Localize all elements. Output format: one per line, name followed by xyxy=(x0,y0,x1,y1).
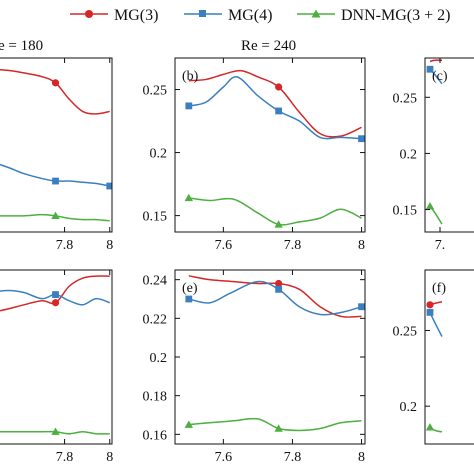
series-line-mg-3 xyxy=(0,69,110,115)
data-point-mg-3 xyxy=(51,79,60,87)
data-point-mg-4 xyxy=(185,102,193,110)
y-tick-label: 0.2 xyxy=(400,400,418,415)
panel-label: (b) xyxy=(182,69,199,84)
y-tick-label: 0.15 xyxy=(143,210,168,225)
panel-a: 7.8 8 xyxy=(0,57,113,253)
y-tick-label: 0.22 xyxy=(143,312,168,327)
column-title-1: e = 180 xyxy=(0,38,43,54)
data-point-mg-4 xyxy=(52,291,59,298)
series-line-dnn-mg-3-2 xyxy=(188,197,362,226)
data-point-dnn-mg-3-2 xyxy=(51,211,60,220)
data-point-mg-3 xyxy=(426,301,434,309)
data-point-mg-4 xyxy=(358,303,365,311)
plot-area xyxy=(184,69,365,228)
axes-frame xyxy=(0,57,113,233)
data-point-dnn-mg-3-2 xyxy=(184,420,194,428)
axes-frame xyxy=(174,269,366,445)
data-point-mg-3 xyxy=(275,83,283,91)
series-line-mg-4 xyxy=(188,76,362,140)
panel-e: 7.6 7.8 8 0.24 0.22 0.2 0.18 0.16 (e) xyxy=(143,269,366,465)
legend-entry-mg3: MG(3) xyxy=(70,7,158,24)
y-tick-label: 0.25 xyxy=(393,91,418,106)
series-line-mg-3 xyxy=(188,275,362,318)
data-point-mg-3 xyxy=(275,279,283,288)
panels: 7.8 8 7.6 7.8 80.250.20.15(b)7.0.250.20.15(c… xyxy=(0,57,474,465)
y-tick-label: 0.18 xyxy=(143,390,168,405)
panel-label: (e) xyxy=(182,281,198,296)
data-point-mg-4 xyxy=(358,135,365,143)
data-point-dnn-mg-3-2 xyxy=(184,193,194,202)
panel-label: (f) xyxy=(432,281,446,296)
data-point-dnn-mg-3-2 xyxy=(425,201,435,210)
axes-frame xyxy=(424,57,474,233)
legend-entry-dnn-mg: DNN-MG(3 + 2) xyxy=(297,7,450,24)
plot-area xyxy=(0,69,112,222)
data-point-mg-4 xyxy=(275,285,283,293)
series-line-mg-4 xyxy=(429,312,443,337)
y-tick-label: 0.24 xyxy=(143,274,168,289)
data-point-dnn-mg-3-2 xyxy=(425,423,435,431)
y-tick-label: 0.2 xyxy=(400,147,418,162)
plot-area xyxy=(0,275,110,435)
data-point-dnn-mg-3-2 xyxy=(274,220,283,228)
plot-area xyxy=(425,59,443,225)
y-tick-label: 0.16 xyxy=(143,428,168,443)
x-tick-label: 8 xyxy=(106,450,113,465)
x-tick-label: 7. xyxy=(435,238,446,253)
panel-c: 7. 0.25 0.2 0.15 (c) xyxy=(393,57,474,253)
x-tick-label: 7.8 xyxy=(56,238,74,253)
panel-d: 7.8 8 xyxy=(0,269,113,465)
data-point-dnn-mg-3-2 xyxy=(274,424,283,432)
x-tick-label: 7.6 xyxy=(215,238,233,253)
series-line-mg-3 xyxy=(188,69,362,138)
plot-area xyxy=(184,275,365,432)
x-tick-label: 7.8 xyxy=(284,238,302,253)
data-point-dnn-mg-3-2 xyxy=(51,427,60,435)
axes-frame xyxy=(174,57,366,233)
legend-label-dnn-mg: DNN-MG(3 + 2) xyxy=(341,7,450,24)
panel-f: 0.25 0.2 (f) xyxy=(393,269,474,445)
legend-label-mg3: MG(3) xyxy=(114,7,158,24)
panel-b: 7.6 7.8 8 0.25 0.2 0.15 (b) xyxy=(143,57,366,253)
x-tick-label: 7.8 xyxy=(56,450,74,465)
data-point-mg-4 xyxy=(426,65,434,73)
data-point-mg-4 xyxy=(185,295,193,303)
y-tick-label: 0.2 xyxy=(150,147,168,162)
panel-label: (c) xyxy=(432,69,448,84)
legend-entry-mg4: MG(4) xyxy=(184,7,272,24)
data-point-mg-4 xyxy=(426,308,434,316)
data-point-mg-4 xyxy=(52,177,59,185)
y-tick-label: 0.2 xyxy=(150,351,168,366)
y-tick-label: 0.25 xyxy=(143,84,168,99)
plot-area xyxy=(425,301,443,433)
x-tick-label: 7.6 xyxy=(215,450,233,465)
data-point-mg-4 xyxy=(275,107,283,115)
legend-label-mg4: MG(4) xyxy=(228,7,272,24)
y-tick-label: 0.25 xyxy=(393,325,418,340)
column-title-2: Re = 240 xyxy=(241,38,296,54)
series-line-dnn-mg-3-2 xyxy=(188,417,362,432)
axes-frame xyxy=(424,269,474,445)
x-tick-label: 8 xyxy=(358,238,365,253)
x-tick-label: 8 xyxy=(358,450,365,465)
y-tick-label: 0.15 xyxy=(393,204,418,219)
x-tick-label: 7.8 xyxy=(284,450,302,465)
legend: MG(3) MG(4) DNN-MG(3 + 2) xyxy=(70,7,450,24)
data-point-mg-4 xyxy=(106,182,112,190)
axes-frame xyxy=(0,269,113,445)
data-point-mg-3 xyxy=(51,299,60,307)
x-tick-label: 8 xyxy=(106,238,113,253)
series-line-mg-4 xyxy=(188,280,362,316)
